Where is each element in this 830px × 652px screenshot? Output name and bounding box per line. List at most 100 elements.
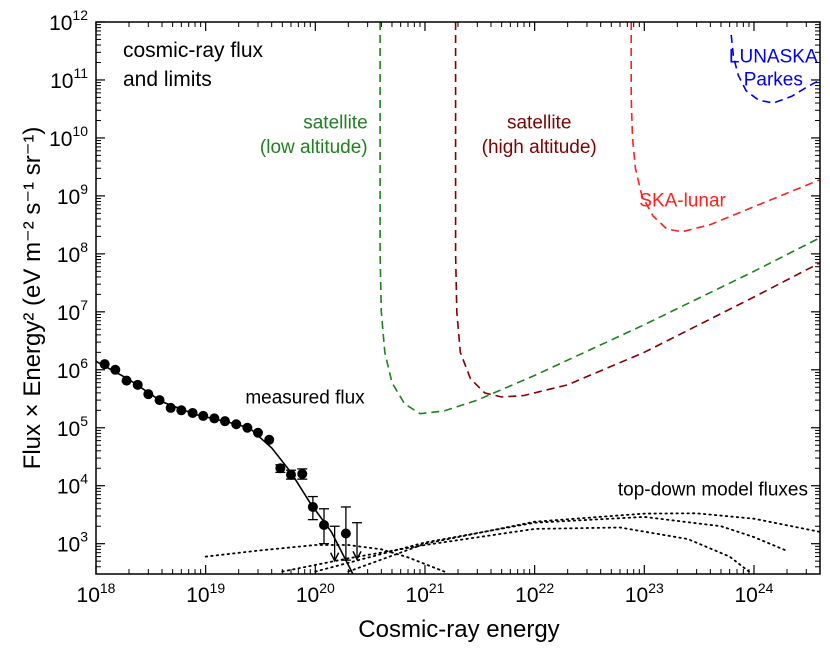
model-flux-line-2: [281, 526, 750, 573]
measured-flux-point: [275, 463, 286, 474]
x-tick-label: 1020: [296, 580, 335, 607]
y-tick-label: 1010: [49, 123, 88, 151]
measured-flux-point: [297, 468, 308, 479]
y-tick-base: 10: [57, 186, 80, 209]
chart-title-line-1: cosmic-ray flux: [123, 39, 264, 62]
limit-label-2-line-1: satellite: [507, 113, 571, 134]
measured-flux-point: [219, 416, 230, 427]
measured-flux-point: [154, 395, 165, 406]
y-tick-exponent: 3: [80, 529, 88, 545]
y-tick-label: 109: [57, 181, 88, 209]
limit-label-1-line-1: satellite: [303, 113, 367, 134]
measured-layer: [96, 359, 363, 574]
x-tick-exponent: 20: [319, 580, 335, 596]
y-tick-base: 10: [50, 70, 73, 93]
chart-title-line-2: and limits: [123, 68, 212, 91]
x-tick-exponent: 23: [648, 580, 664, 596]
y-tick-label: 1011: [50, 65, 88, 93]
x-tick-exponent: 24: [758, 580, 774, 596]
model-flux-line-3: [314, 515, 788, 573]
x-tick-base: 10: [186, 584, 209, 607]
x-tick-label: 1018: [77, 580, 116, 607]
measured-flux-point: [187, 407, 198, 418]
limit-label-2-line-2: (high altitude): [482, 137, 597, 158]
measured-flux-point: [285, 469, 296, 480]
y-tick-label: 106: [57, 355, 88, 383]
limits-layer: [379, 22, 820, 415]
y-tick-base: 10: [49, 128, 72, 151]
measured-flux-point: [99, 359, 110, 370]
y-tick-exponent: 6: [80, 355, 88, 371]
measured-flux-point: [252, 427, 263, 438]
y-tick-exponent: 5: [80, 413, 88, 429]
y-tick-base: 10: [57, 244, 80, 267]
x-tick-label: 1024: [735, 580, 774, 607]
measured-flux-point: [198, 410, 209, 421]
labels-layer: satellite (low altitude) satellite (high al…: [245, 47, 818, 501]
measured-flux-point: [209, 413, 220, 424]
x-tick-exponent: 18: [100, 580, 116, 596]
models-layer: [204, 512, 820, 573]
measured-flux-point: [110, 364, 121, 375]
x-tick-base: 10: [515, 584, 538, 607]
x-tick-base: 10: [625, 584, 648, 607]
measured-flux-point: [132, 379, 143, 390]
x-tick-base: 10: [735, 584, 758, 607]
x-tick-exponent: 21: [429, 580, 445, 596]
y-tick-label: 1012: [49, 7, 88, 35]
limit-curve-lunaska-parkes: [730, 34, 820, 104]
y-tick-base: 10: [57, 302, 80, 325]
y-tick-exponent: 7: [80, 297, 88, 313]
x-axis-label: Cosmic-ray energy: [358, 616, 559, 643]
y-tick-label: 108: [57, 239, 88, 267]
measured-flux-point: [340, 528, 351, 539]
x-tick-label: 1022: [515, 580, 554, 607]
x-tick-label: 1021: [406, 580, 445, 607]
y-tick-exponent: 9: [80, 181, 88, 197]
x-tick-exponent: 19: [210, 580, 226, 596]
y-tick-label: 105: [57, 413, 88, 441]
y-tick-base: 10: [57, 360, 80, 383]
measured-flux-point: [242, 422, 253, 433]
measured-flux-point: [264, 434, 275, 445]
y-tick-base: 10: [57, 534, 80, 557]
limit-label-4-line-2: Parkes: [744, 70, 803, 91]
y-tick-label: 104: [57, 471, 88, 499]
x-tick-base: 10: [296, 584, 319, 607]
limit-label-4-line-1: LUNASKA: [729, 47, 818, 68]
y-tick-base: 10: [57, 476, 80, 499]
measured-flux-point: [143, 389, 154, 400]
x-tick-base: 10: [77, 584, 100, 607]
measured-flux-point: [319, 520, 330, 531]
limit-curve-satellite-high-altitude-: [454, 22, 820, 398]
model-flux-line-1: [204, 544, 446, 573]
limit-label-1-line-2: (low altitude): [260, 137, 368, 158]
y-tick-label: 103: [57, 529, 88, 557]
measured-flux-point: [307, 501, 318, 512]
limit-curve-ska-lunar: [630, 22, 820, 233]
measured-flux-point: [121, 375, 132, 386]
limit-label-3-line-1: SKA-lunar: [639, 191, 726, 212]
y-tick-base: 10: [49, 12, 72, 35]
y-axis-label: Flux × Energy² (eV m⁻² s⁻¹ sr⁻¹): [19, 127, 46, 470]
model-fluxes-label: top-down model fluxes: [618, 479, 808, 500]
y-tick-exponent: 11: [73, 65, 88, 81]
x-tick-base: 10: [406, 584, 429, 607]
y-tick-label: 107: [57, 297, 88, 325]
measured-flux-label: measured flux: [245, 388, 365, 409]
measured-flux-point: [176, 405, 187, 416]
limit-curve-satellite-low-altitude-: [379, 22, 820, 415]
ticks-layer: 1018 1019 1020 1021 1022 1023 1024103104105106…: [49, 7, 820, 607]
y-tick-exponent: 10: [72, 123, 88, 139]
y-tick-exponent: 12: [72, 7, 88, 23]
x-tick-exponent: 22: [539, 580, 555, 596]
measured-flux-point: [165, 402, 176, 413]
y-tick-exponent: 8: [80, 239, 88, 255]
measured-flux-point: [231, 419, 242, 430]
plot-frame: [95, 21, 821, 575]
x-tick-label: 1023: [625, 580, 664, 607]
y-tick-exponent: 4: [80, 471, 88, 487]
y-tick-base: 10: [57, 418, 80, 441]
x-tick-label: 1019: [186, 580, 225, 607]
model-flux-line-4: [347, 512, 820, 573]
